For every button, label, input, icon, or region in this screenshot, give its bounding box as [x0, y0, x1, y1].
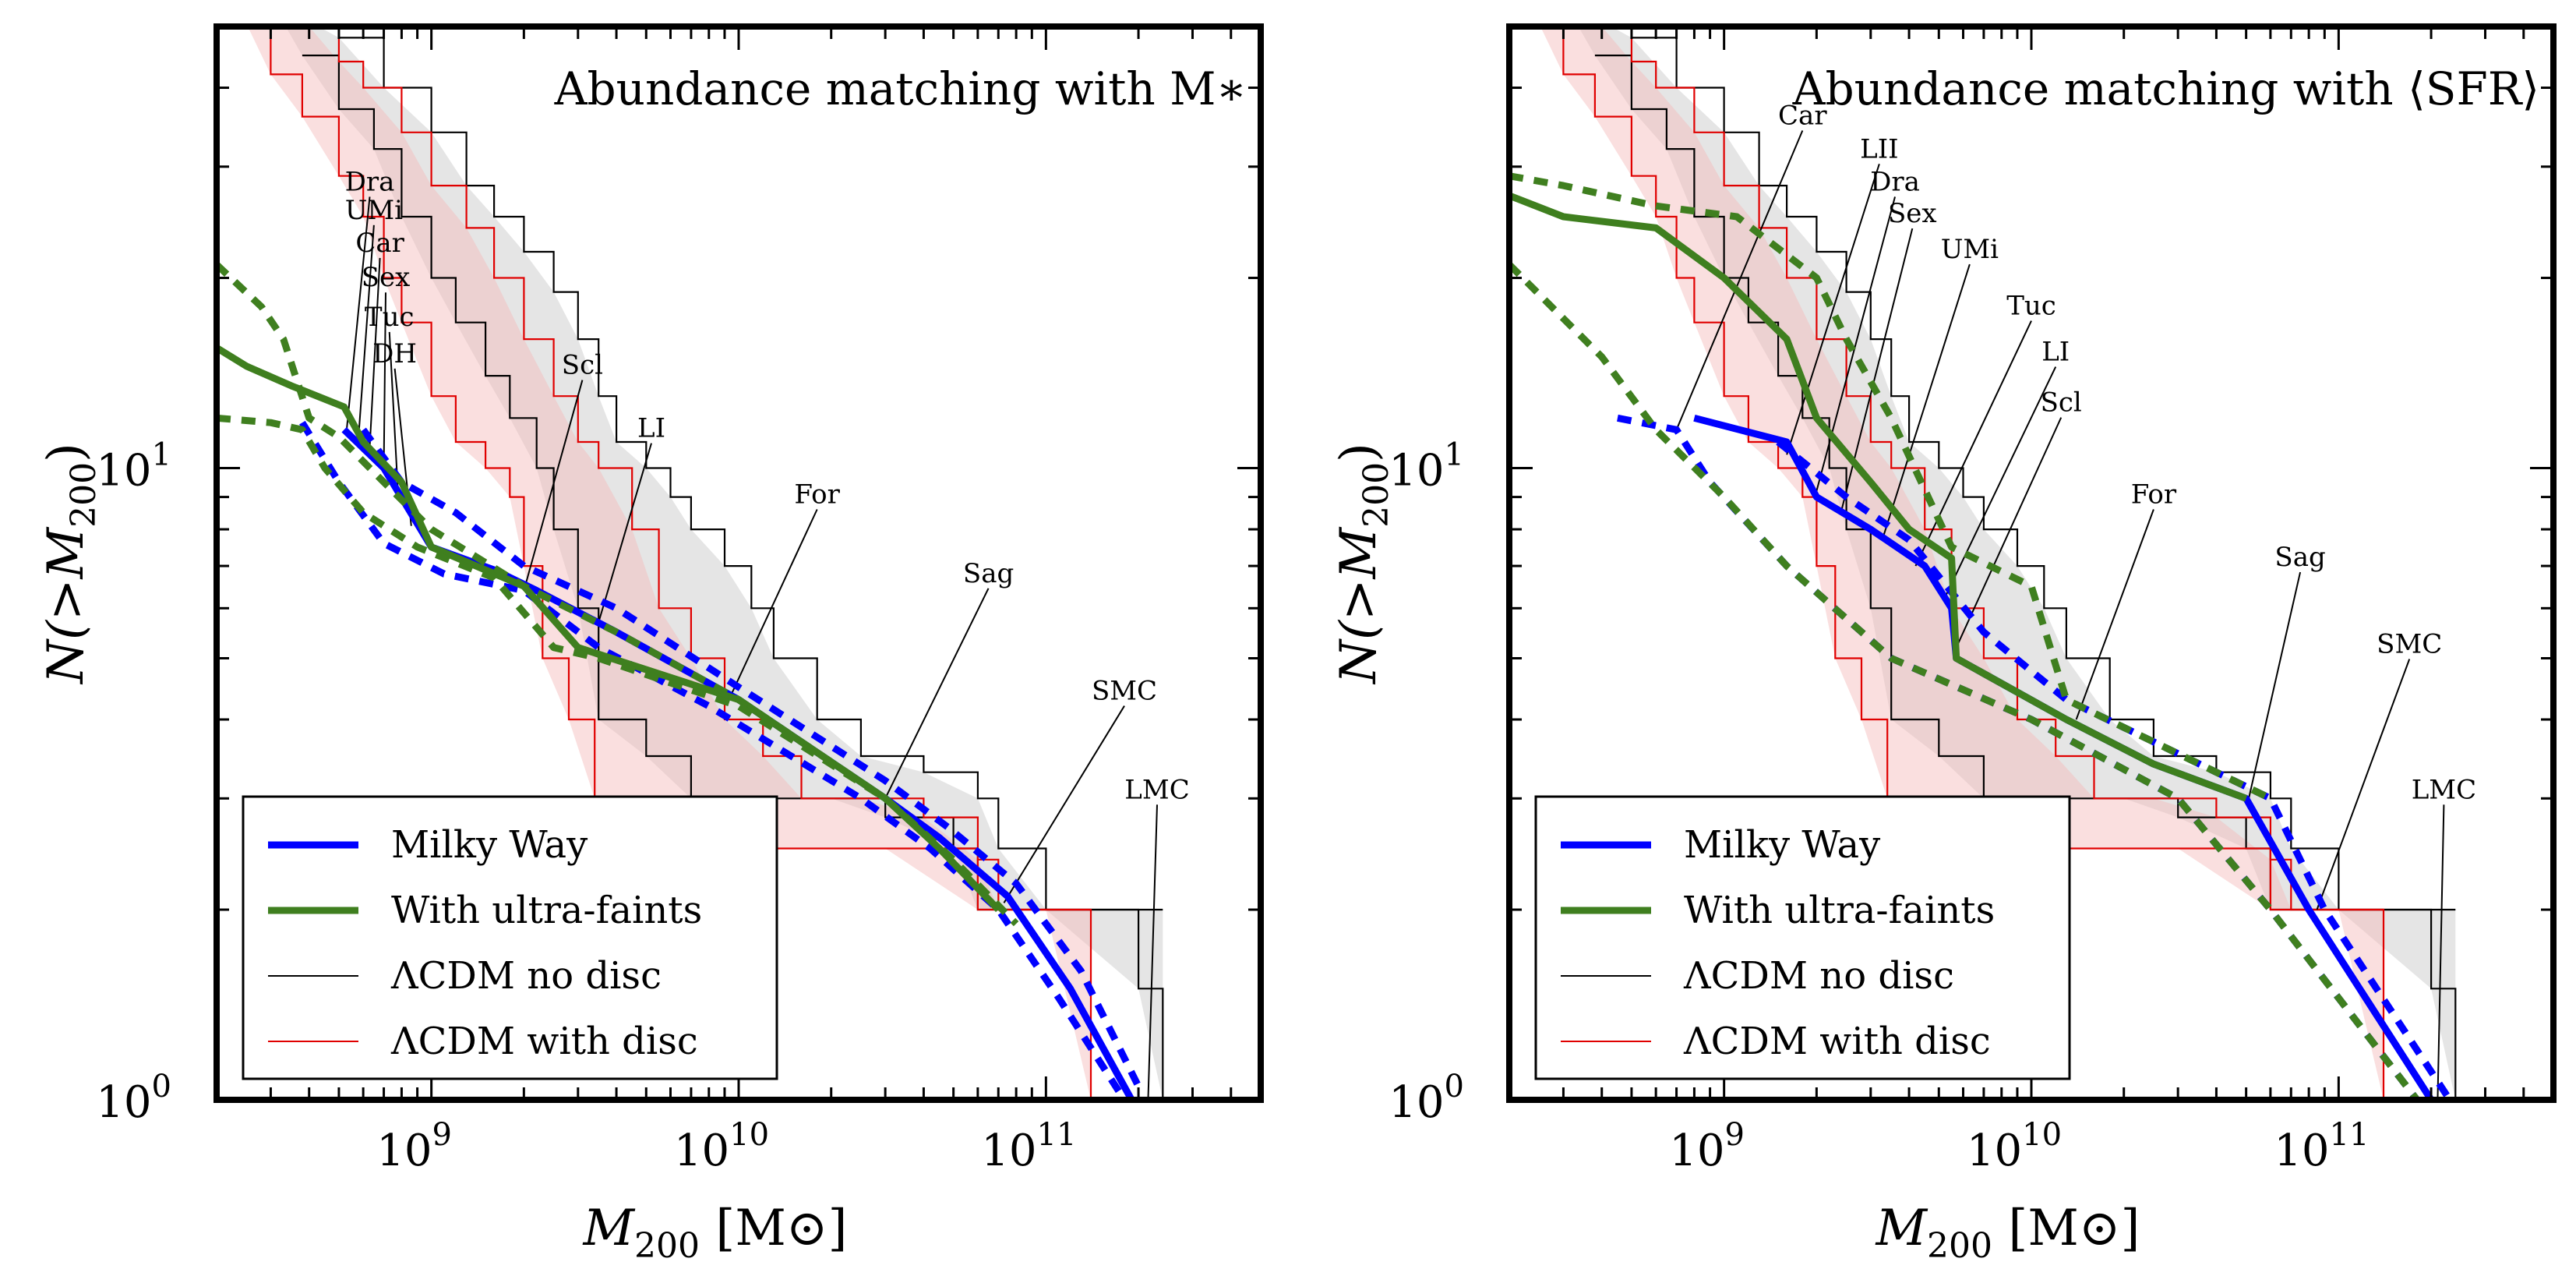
satellite-label: DH [372, 338, 417, 369]
satellite-label: Sag [963, 558, 1014, 589]
satellite-label: LI [637, 413, 665, 444]
satellite-label: For [794, 479, 840, 511]
plot-frame [1506, 23, 2557, 1103]
legend-label: ΛCDM with disc [390, 1020, 698, 1063]
with-ultra-faints-upper-line [217, 262, 887, 802]
satellite-leader-line [358, 224, 375, 435]
satellite-label: Car [1778, 101, 1827, 132]
satellite-leader-line [1786, 163, 1880, 455]
y-tick-label: 100 [96, 1069, 171, 1128]
with-ultra-faints-upper-line [1509, 172, 2272, 802]
x-axis-title: M200 [M⊙] [583, 1200, 848, 1266]
with-ultra-faints-line [1509, 192, 2248, 802]
satellite-leader-line [2248, 571, 2302, 799]
satellite-leader-line [383, 292, 386, 468]
x-tick-label: 1011 [2274, 1117, 2369, 1176]
legend: Milky Way With ultra-faints ΛCDM no disc ΛC… [242, 795, 778, 1080]
satellite-leader-line [1816, 196, 1896, 492]
satellite-leader-line [731, 509, 818, 694]
legend-label: ΛCDM with disc [1683, 1020, 1991, 1063]
legend-label: With ultra-faints [1684, 889, 1995, 932]
x-tick-label: 109 [1669, 1117, 1745, 1176]
satellite-leader-line [1147, 804, 1159, 1100]
satellite-leader-line [1943, 366, 2057, 600]
x-tick-label: 1011 [981, 1117, 1076, 1176]
x-tick-label: 1010 [674, 1117, 769, 1176]
plot-content [217, 27, 1164, 1100]
legend-label: With ultra-faints [391, 889, 702, 932]
satellite-label: Car [355, 228, 404, 259]
satellite-leader-line [369, 257, 381, 447]
with-ultra-faints-lower-line [1509, 262, 2420, 1100]
x-axis-title: M200 [M⊙] [1876, 1200, 2140, 1266]
satellite-leader-line [2437, 804, 2445, 1100]
y-axis-title: N(>M200) [37, 443, 104, 685]
satellite-label: LMC [1124, 774, 1189, 805]
y-tick-label: 101 [1389, 437, 1464, 497]
legend-label: Milky Way [1684, 823, 1880, 867]
satellite-leader-line [2316, 659, 2411, 910]
band-fill-with-disc [247, 27, 1091, 1100]
satellite-leader-line [1883, 263, 1971, 537]
satellite-label: LMC [2412, 774, 2476, 805]
band-fill-no-disc [285, 27, 1163, 1100]
plot-frame [213, 23, 1264, 1103]
satellite-label: For [2131, 479, 2177, 511]
satellite-label: Sex [362, 262, 411, 293]
satellite-label: Sex [1888, 198, 1937, 229]
satellite-label: LI [2041, 337, 2070, 368]
band-fill-no-disc [1578, 27, 2456, 1100]
satellite-leader-line [1955, 417, 2063, 649]
satellite-leader-line [884, 588, 990, 799]
x-tick-label: 109 [376, 1117, 452, 1176]
milky-way-upper-line [1776, 439, 2453, 1100]
satellite-label: Dra [1870, 166, 1920, 197]
satellite-leader-line [345, 196, 371, 430]
satellite-leader-line [1914, 320, 2032, 567]
legend: Milky Way With ultra-faints ΛCDM no disc ΛC… [1534, 795, 2071, 1080]
satellite-label: Scl [2041, 387, 2082, 419]
satellite-label: SMC [2377, 629, 2442, 660]
satellite-leader-line [598, 443, 652, 623]
satellite-label: Tuc [2006, 291, 2056, 322]
satellite-label: Dra [345, 166, 395, 197]
band-edge-with-disc-upper [1600, 27, 2384, 911]
satellite-label: UMi [1941, 234, 1999, 265]
chart-title: Abundance matching with ⟨SFR⟩ [1792, 62, 2539, 115]
satellite-label: Tuc [365, 302, 415, 333]
satellite-leader-line [388, 331, 400, 497]
band-edge-no-disc-upper [337, 27, 1163, 911]
band-fill-with-disc [1540, 27, 2384, 1100]
satellite-label: SMC [1092, 676, 1157, 707]
satellite-label: Sag [2274, 542, 2325, 573]
chart-title: Abundance matching with M∗ [554, 62, 1247, 115]
satellite-label: Scl [562, 350, 603, 381]
satellite-label: LII [1860, 133, 1898, 164]
satellite-leader-line [1003, 705, 1125, 903]
band-edge-no-disc-upper [1630, 27, 2456, 911]
satellite-leader-line [2075, 509, 2154, 720]
milky-way-upper-line [360, 427, 1142, 1088]
y-axis-title: N(>M200) [1330, 443, 1396, 685]
legend-label: Milky Way [391, 823, 588, 867]
with-ultra-faints-lower-line [217, 414, 1019, 927]
y-tick-label: 101 [96, 437, 171, 497]
x-tick-label: 1010 [1967, 1117, 2062, 1176]
satellite-leader-line [523, 380, 584, 591]
y-tick-label: 100 [1389, 1069, 1464, 1128]
legend-label: ΛCDM no disc [390, 954, 662, 998]
band-edge-with-disc-upper [308, 27, 1091, 911]
satellite-label: UMi [345, 195, 403, 226]
satellite-leader-line [1675, 130, 1804, 430]
legend-label: ΛCDM no disc [1683, 954, 1954, 998]
